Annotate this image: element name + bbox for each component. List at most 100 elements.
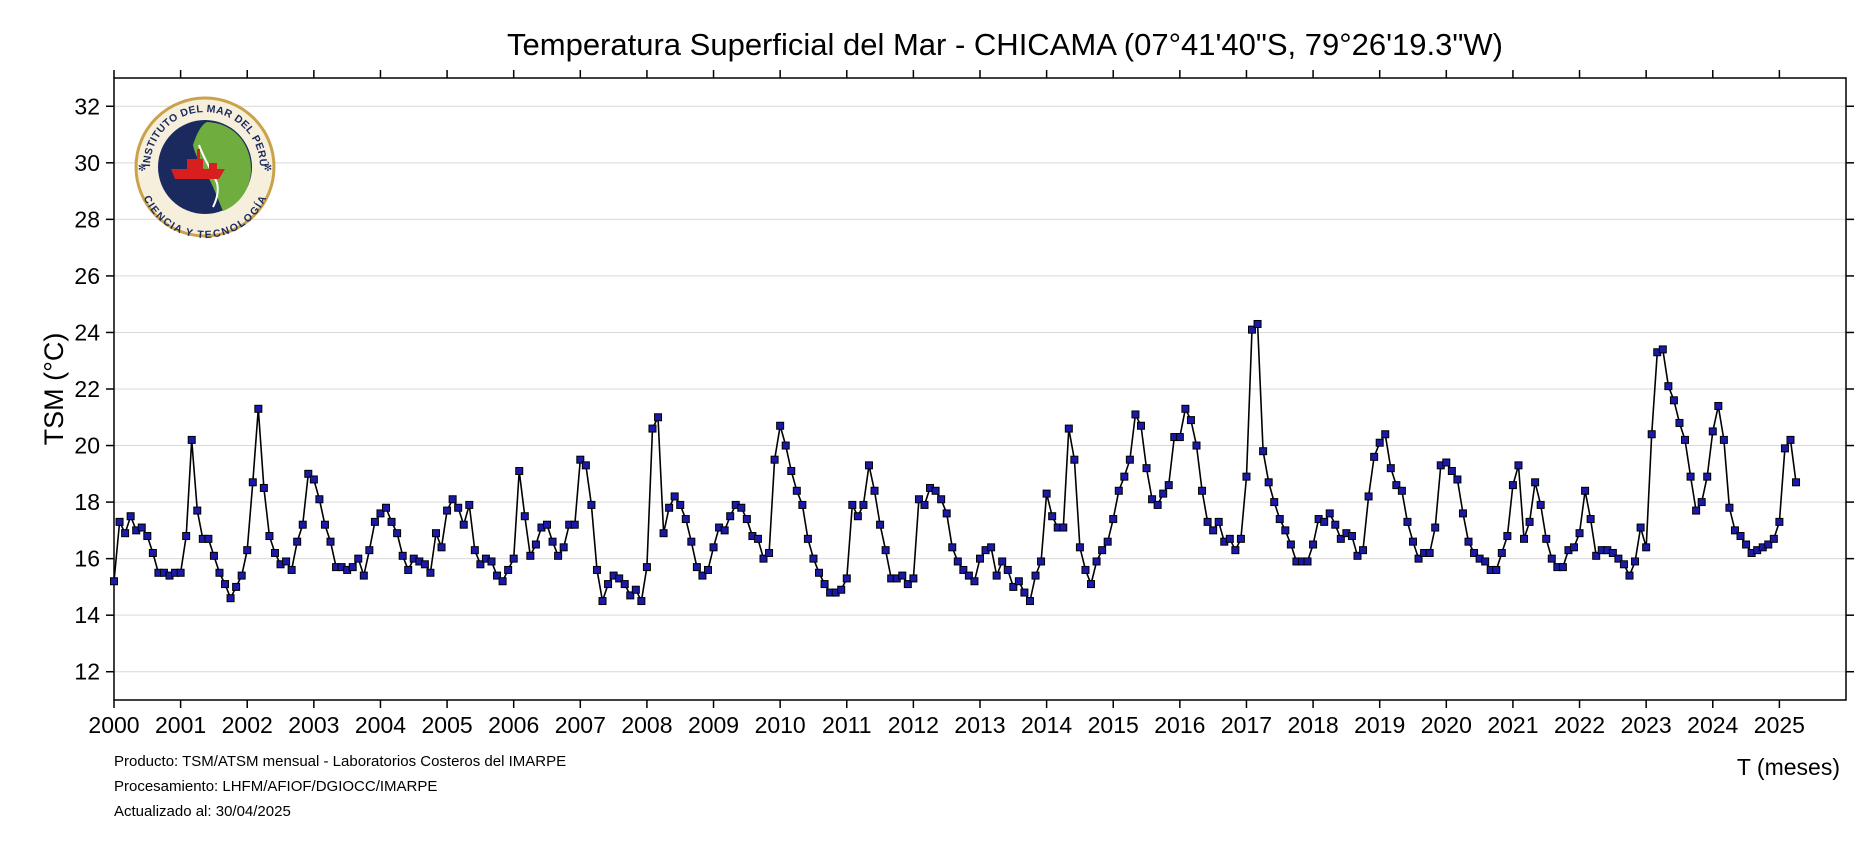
data-point bbox=[448, 495, 457, 504]
data-point bbox=[1248, 325, 1257, 334]
data-point bbox=[670, 492, 679, 501]
data-point bbox=[470, 546, 479, 555]
series-line bbox=[113, 322, 1797, 604]
data-point bbox=[1209, 526, 1218, 535]
data-point bbox=[1003, 565, 1012, 574]
data-point bbox=[1764, 540, 1773, 549]
data-point bbox=[948, 543, 957, 552]
data-point bbox=[592, 565, 601, 574]
data-point bbox=[1675, 418, 1684, 427]
y-tick-label: 20 bbox=[74, 433, 100, 459]
data-point bbox=[676, 500, 685, 509]
data-point bbox=[581, 461, 590, 470]
data-point bbox=[298, 520, 307, 529]
data-point bbox=[998, 557, 1007, 566]
data-point bbox=[359, 571, 368, 580]
data-point bbox=[820, 580, 829, 589]
data-point bbox=[914, 495, 923, 504]
data-point bbox=[1464, 537, 1473, 546]
data-point bbox=[1769, 534, 1778, 543]
data-point bbox=[1536, 500, 1545, 509]
data-point bbox=[1686, 472, 1695, 481]
data-point bbox=[859, 500, 868, 509]
data-point bbox=[426, 568, 435, 577]
data-point bbox=[1470, 548, 1479, 557]
data-point bbox=[1325, 509, 1334, 518]
data-point bbox=[1775, 517, 1784, 526]
data-point bbox=[1786, 435, 1795, 444]
data-point bbox=[509, 554, 518, 563]
data-point bbox=[176, 568, 185, 577]
data-point bbox=[515, 466, 524, 475]
data-point bbox=[1431, 523, 1440, 532]
data-point bbox=[287, 565, 296, 574]
x-tick-label: 2015 bbox=[1088, 712, 1139, 738]
data-point bbox=[476, 560, 485, 569]
data-point bbox=[1520, 534, 1529, 543]
x-tick-label: 2007 bbox=[555, 712, 606, 738]
data-point bbox=[454, 503, 463, 512]
chart-title: Temperatura Superficial del Mar - CHICAM… bbox=[507, 27, 1503, 62]
x-tick-label: 2025 bbox=[1754, 712, 1805, 738]
data-point bbox=[1403, 517, 1412, 526]
data-point bbox=[1098, 546, 1107, 555]
data-point bbox=[992, 571, 1001, 580]
data-point bbox=[1186, 416, 1195, 425]
data-point bbox=[776, 421, 785, 430]
svg-text:✻: ✻ bbox=[138, 163, 146, 174]
y-tick-label: 24 bbox=[74, 319, 100, 345]
data-point bbox=[182, 532, 191, 541]
data-point bbox=[209, 551, 218, 560]
data-point bbox=[1375, 438, 1384, 447]
data-point bbox=[1392, 481, 1401, 490]
data-point bbox=[393, 529, 402, 538]
data-point bbox=[1336, 534, 1345, 543]
data-point bbox=[720, 526, 729, 535]
footer-updated: Actualizado al: 30/04/2025 bbox=[114, 803, 291, 820]
data-point bbox=[920, 500, 929, 509]
x-tick-label: 2010 bbox=[755, 712, 806, 738]
data-point bbox=[1031, 571, 1040, 580]
data-point bbox=[1692, 506, 1701, 515]
x-tick-label: 2020 bbox=[1421, 712, 1472, 738]
data-point bbox=[848, 500, 857, 509]
data-point bbox=[259, 483, 268, 492]
data-point bbox=[1009, 582, 1018, 591]
data-point bbox=[1614, 554, 1623, 563]
data-point bbox=[1636, 523, 1645, 532]
data-point bbox=[1081, 565, 1090, 574]
data-point bbox=[1214, 517, 1223, 526]
data-point bbox=[864, 461, 873, 470]
x-tick-label: 2022 bbox=[1554, 712, 1605, 738]
data-point bbox=[1681, 435, 1690, 444]
x-tick-label: 2016 bbox=[1154, 712, 1205, 738]
data-point bbox=[987, 543, 996, 552]
data-point bbox=[1531, 478, 1540, 487]
data-point bbox=[942, 509, 951, 518]
data-point bbox=[787, 466, 796, 475]
data-point bbox=[1159, 489, 1168, 498]
data-point bbox=[1309, 540, 1318, 549]
data-point bbox=[792, 486, 801, 495]
data-point bbox=[1331, 520, 1340, 529]
data-point bbox=[1025, 597, 1034, 606]
data-point bbox=[870, 486, 879, 495]
x-tick-label: 2006 bbox=[488, 712, 539, 738]
data-point bbox=[803, 534, 812, 543]
data-point bbox=[598, 597, 607, 606]
data-point bbox=[137, 523, 146, 532]
data-point bbox=[1136, 421, 1145, 430]
data-point bbox=[1175, 433, 1184, 442]
data-point bbox=[487, 557, 496, 566]
data-point bbox=[1708, 427, 1717, 436]
series-sst bbox=[110, 319, 1801, 606]
data-point bbox=[576, 455, 585, 464]
data-point bbox=[221, 580, 230, 589]
data-point bbox=[687, 537, 696, 546]
data-point bbox=[382, 503, 391, 512]
x-axis: 2000 2001 2002 2003 2004 2005 2006 2007 2008 2009… bbox=[88, 70, 1805, 738]
data-point bbox=[659, 529, 668, 538]
data-point bbox=[404, 565, 413, 574]
data-point bbox=[648, 424, 657, 433]
